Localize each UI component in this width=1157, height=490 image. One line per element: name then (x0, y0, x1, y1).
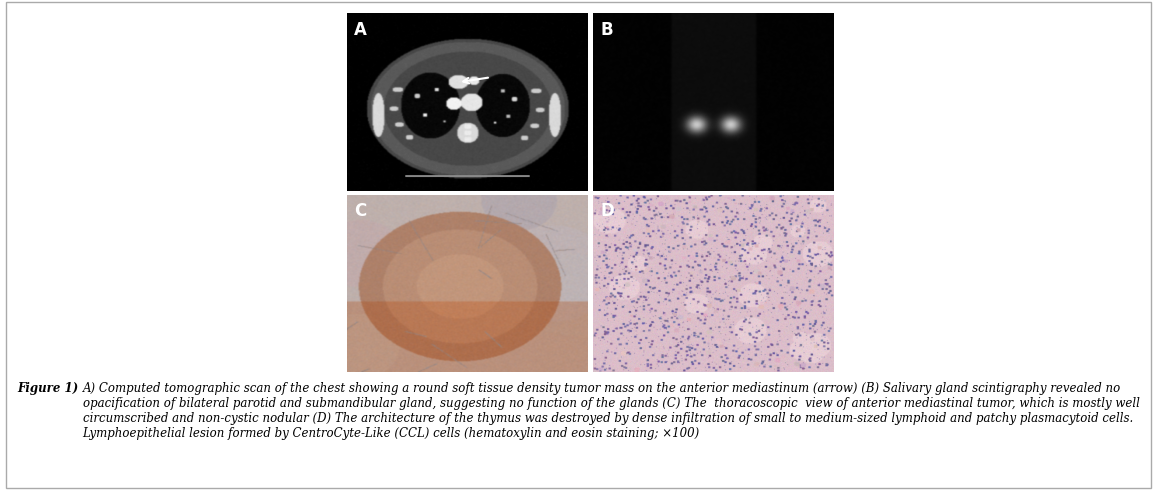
Text: B: B (600, 21, 613, 39)
Text: C: C (354, 202, 367, 220)
Text: A: A (354, 21, 367, 39)
Text: Figure 1): Figure 1) (17, 382, 82, 395)
Text: D: D (600, 202, 614, 220)
Text: A) Computed tomographic scan of the chest showing a round soft tissue density tu: A) Computed tomographic scan of the ches… (82, 382, 1140, 440)
